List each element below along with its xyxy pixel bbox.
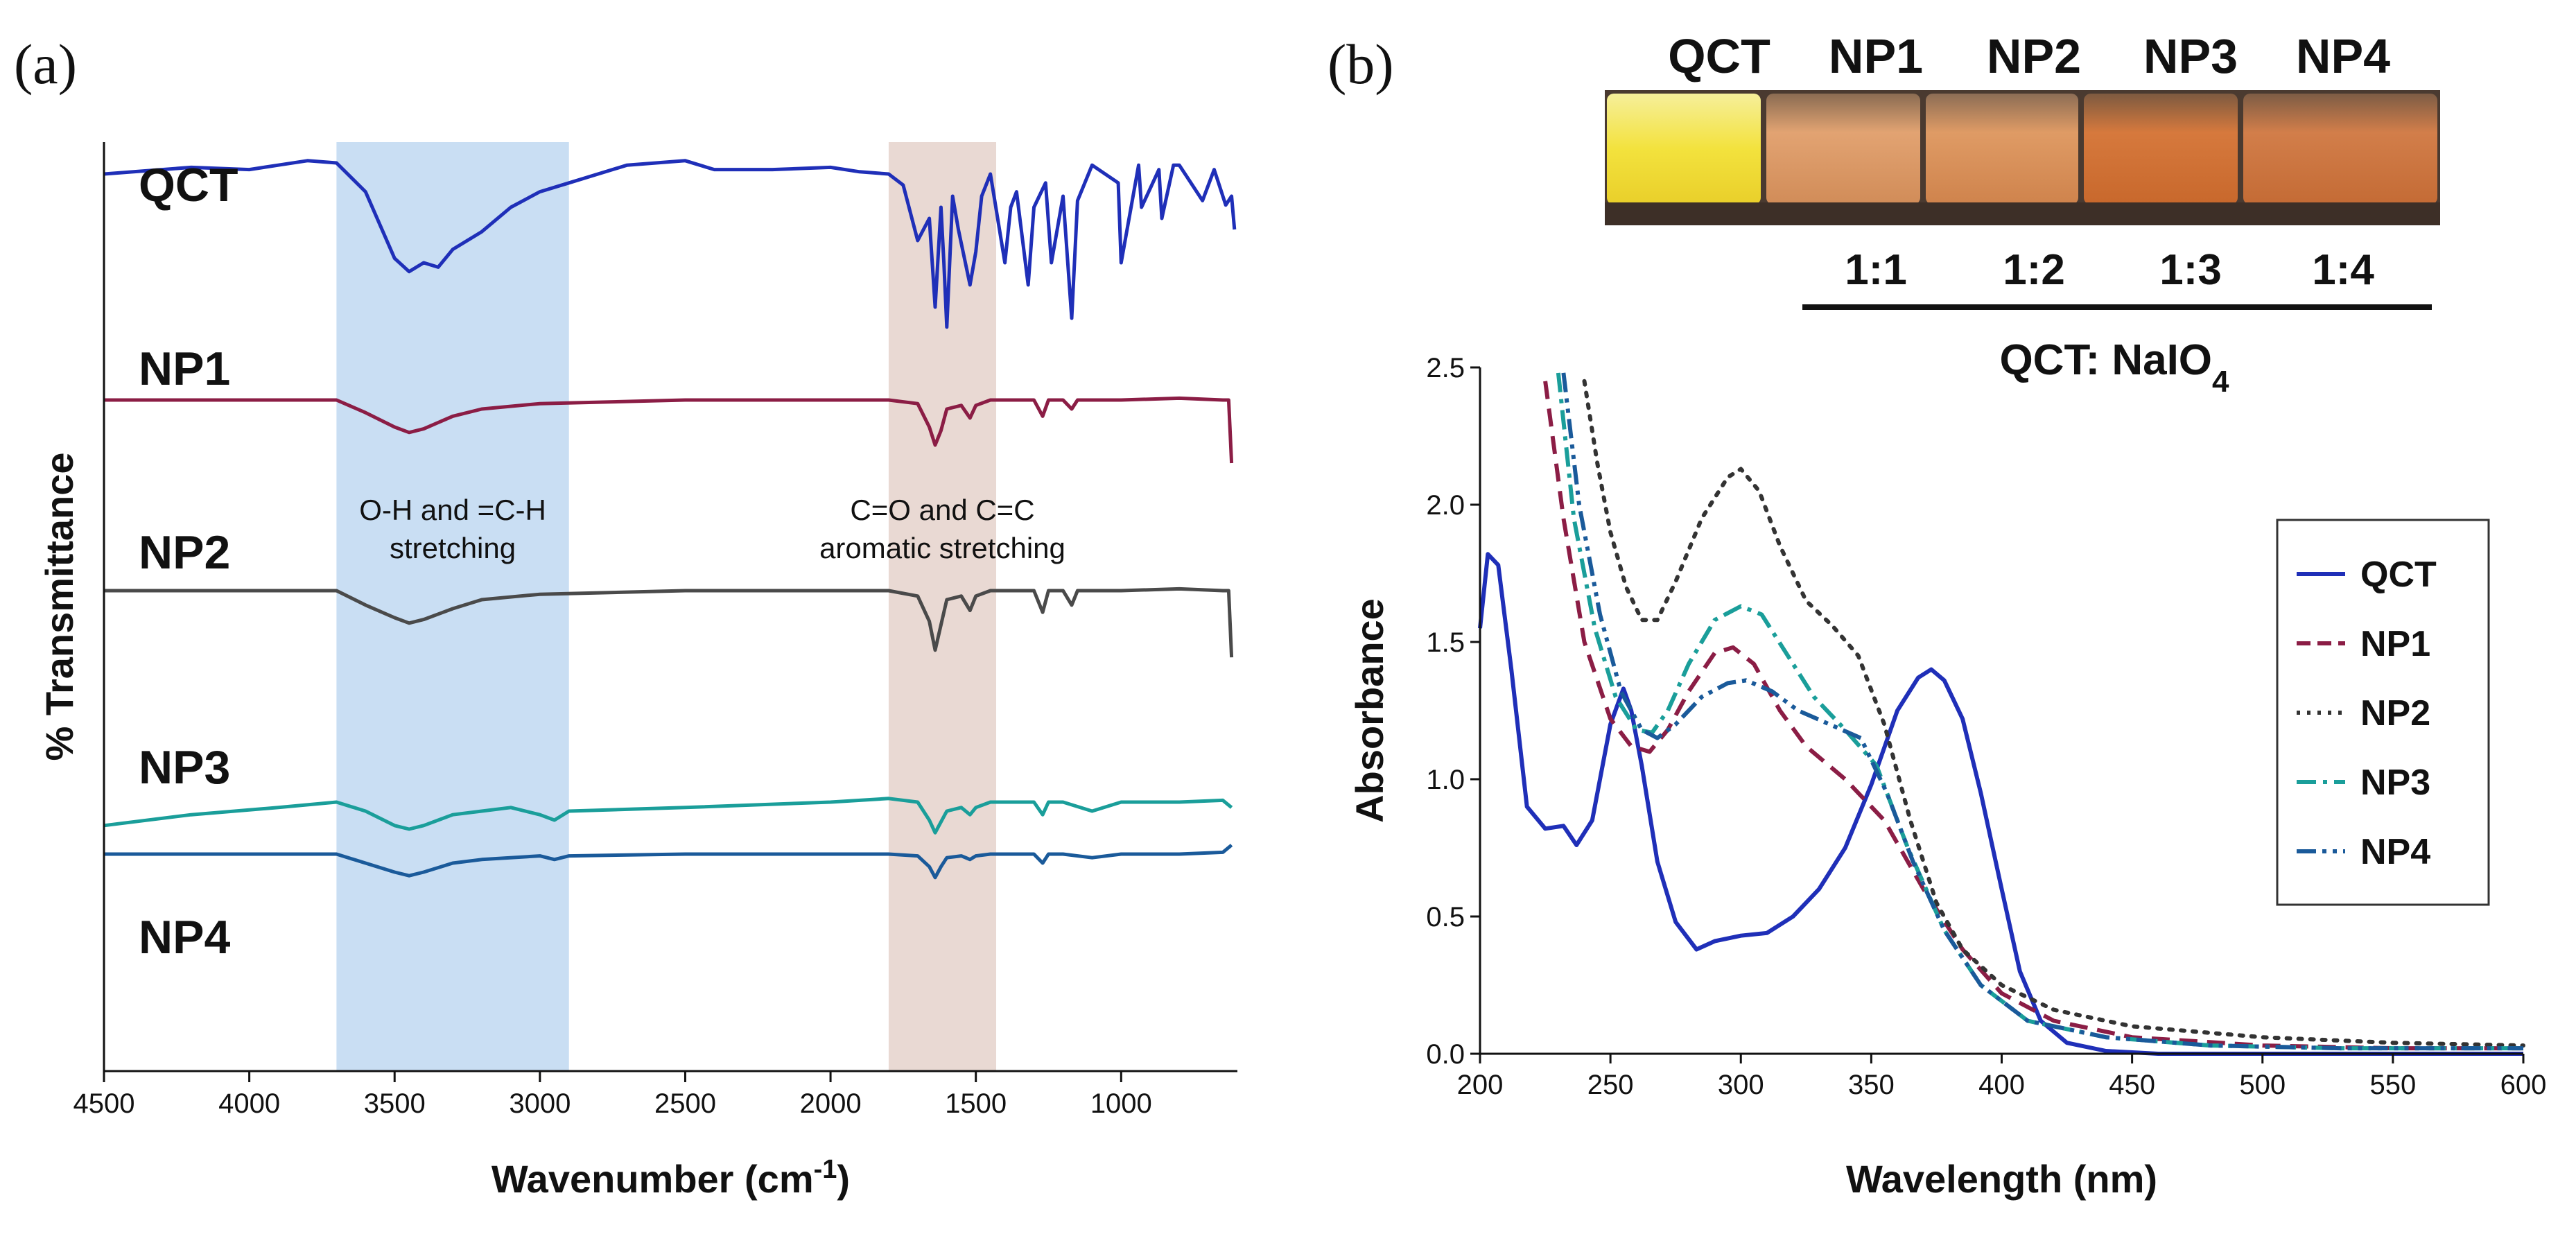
- panel-b-uvvis-chart: 200 250 300 350 400 450 500 550 600 0.0 0.5 1.0 1.5 2…: [1348, 353, 2546, 1201]
- x-tick-label-400: 400: [1978, 1070, 2025, 1100]
- vial-label-np1: NP1: [1829, 29, 1923, 83]
- legend-label-qct: QCT: [2360, 555, 2437, 595]
- trace-label-np3: NP3: [139, 741, 230, 794]
- uv-trace-np4: [1561, 372, 2523, 1051]
- y-tick-label-0.5: 0.5: [1426, 902, 1465, 932]
- y-tick-label-0: 0.0: [1426, 1039, 1465, 1070]
- x-axis-title-sup: -1: [814, 1155, 837, 1184]
- vial-photo: [1605, 90, 2440, 225]
- band1-label-line2: stretching: [390, 532, 516, 564]
- legend-label-np2: NP2: [2360, 693, 2430, 733]
- y-axis-title: Absorbance: [1348, 598, 1391, 823]
- x-tick-label-200: 200: [1457, 1070, 1504, 1100]
- vial-label-qct: QCT: [1668, 29, 1770, 83]
- x-tick-label-600: 600: [2500, 1070, 2547, 1100]
- x-tick-label-1000: 1000: [1090, 1088, 1152, 1119]
- x-tick-label-1500: 1500: [945, 1088, 1007, 1119]
- ratio-3: 1:3: [2159, 246, 2222, 294]
- uv-trace-np1: [1543, 381, 2523, 1051]
- trace-label-np4: NP4: [139, 911, 230, 964]
- x-tick-label-500: 500: [2239, 1070, 2286, 1100]
- trace-np3: [103, 797, 1233, 835]
- x-tick-label-4500: 4500: [73, 1088, 135, 1119]
- trace-np4: [104, 844, 1233, 880]
- ratio-2: 1:2: [2003, 246, 2065, 294]
- vial-qct: [1607, 94, 1761, 205]
- x-axis-title-end: ): [837, 1157, 850, 1201]
- vial-label-np3: NP3: [2143, 29, 2238, 83]
- vial-label-np2: NP2: [1987, 29, 2081, 83]
- ratio-4: 1:4: [2312, 246, 2374, 294]
- y-tick-label-1.5: 1.5: [1426, 627, 1465, 658]
- y-tick-label-2.5: 2.5: [1426, 353, 1465, 383]
- legend-label-np3: NP3: [2360, 763, 2430, 803]
- oh-stretch-band: [336, 142, 569, 1071]
- panel-b-label: (b): [1328, 33, 1394, 96]
- trace-qct: [103, 159, 1237, 329]
- panel-a-label: (a): [14, 33, 77, 96]
- band2-label-line2: aromatic stretching: [819, 532, 1065, 564]
- legend-label-np4: NP4: [2360, 832, 2430, 872]
- x-tick-label-300: 300: [1718, 1070, 1764, 1100]
- x-tick-label-250: 250: [1587, 1070, 1634, 1100]
- photo-base: [1605, 202, 2440, 225]
- x-tick-label-2500: 2500: [654, 1088, 716, 1119]
- legend-label-np1: NP1: [2360, 624, 2430, 664]
- axis-ticks: 200 250 300 350 400 450 500 550 600 0.0 0.5 1.0 1.5 2…: [1426, 353, 2546, 1100]
- x-tick-label-3000: 3000: [509, 1088, 571, 1119]
- uvvis-traces: [1478, 372, 2525, 1056]
- ratio-caption: QCT: NaIO4: [1999, 336, 2229, 399]
- vial-np1: [1766, 94, 1920, 205]
- y-axis-title: % Transmittance: [37, 452, 81, 761]
- x-axis-title: Wavenumber (cm-1): [491, 1155, 850, 1201]
- trace-label-np2: NP2: [139, 526, 230, 579]
- legend: QCT NP1 NP2 NP3 NP4: [2276, 519, 2490, 906]
- band1-label-line1: O-H and =C-H: [359, 494, 546, 526]
- panel-a-ftir-chart: O-H and =C-H stretching C=O and C=C arom…: [37, 142, 1237, 1201]
- trace-label-qct: QCT: [139, 159, 238, 211]
- y-tick-label-2: 2.0: [1426, 490, 1465, 521]
- trace-np1: [104, 396, 1234, 464]
- vial-label-np4: NP4: [2296, 29, 2390, 83]
- vial-np4: [2243, 94, 2437, 205]
- x-tick-label-3500: 3500: [364, 1088, 426, 1119]
- x-tick-label-450: 450: [2109, 1070, 2155, 1100]
- y-tick-label-1: 1.0: [1426, 765, 1465, 795]
- trace-label-np1: NP1: [139, 342, 230, 395]
- uv-trace-qct: [1478, 552, 2523, 1056]
- x-tick-label-550: 550: [2370, 1070, 2417, 1100]
- uv-trace-np2: [1582, 379, 2525, 1048]
- co-cc-stretch-band: [888, 142, 997, 1071]
- x-tick-label-350: 350: [1848, 1070, 1895, 1100]
- legend-box: [2276, 519, 2490, 906]
- band2-label-line1: C=O and C=C: [850, 494, 1034, 526]
- x-tick-label-2000: 2000: [800, 1088, 862, 1119]
- x-tick-label-4000: 4000: [218, 1088, 280, 1119]
- x-axis-title-main: Wavenumber (cm: [491, 1157, 814, 1201]
- ftir-traces: [103, 159, 1237, 880]
- vial-np3: [2084, 94, 2238, 205]
- vial-np2: [1926, 94, 2078, 205]
- x-axis-ticks: 4500 4000 3500 3000 2500 2000 1500 1000: [73, 1071, 1152, 1119]
- ftir-trace-labels: QCT NP1 NP2 NP3 NP4: [139, 159, 238, 964]
- trace-np2: [104, 586, 1234, 658]
- x-axis-title: Wavelength (nm): [1846, 1157, 2157, 1201]
- ratio-1: 1:1: [1845, 246, 1907, 294]
